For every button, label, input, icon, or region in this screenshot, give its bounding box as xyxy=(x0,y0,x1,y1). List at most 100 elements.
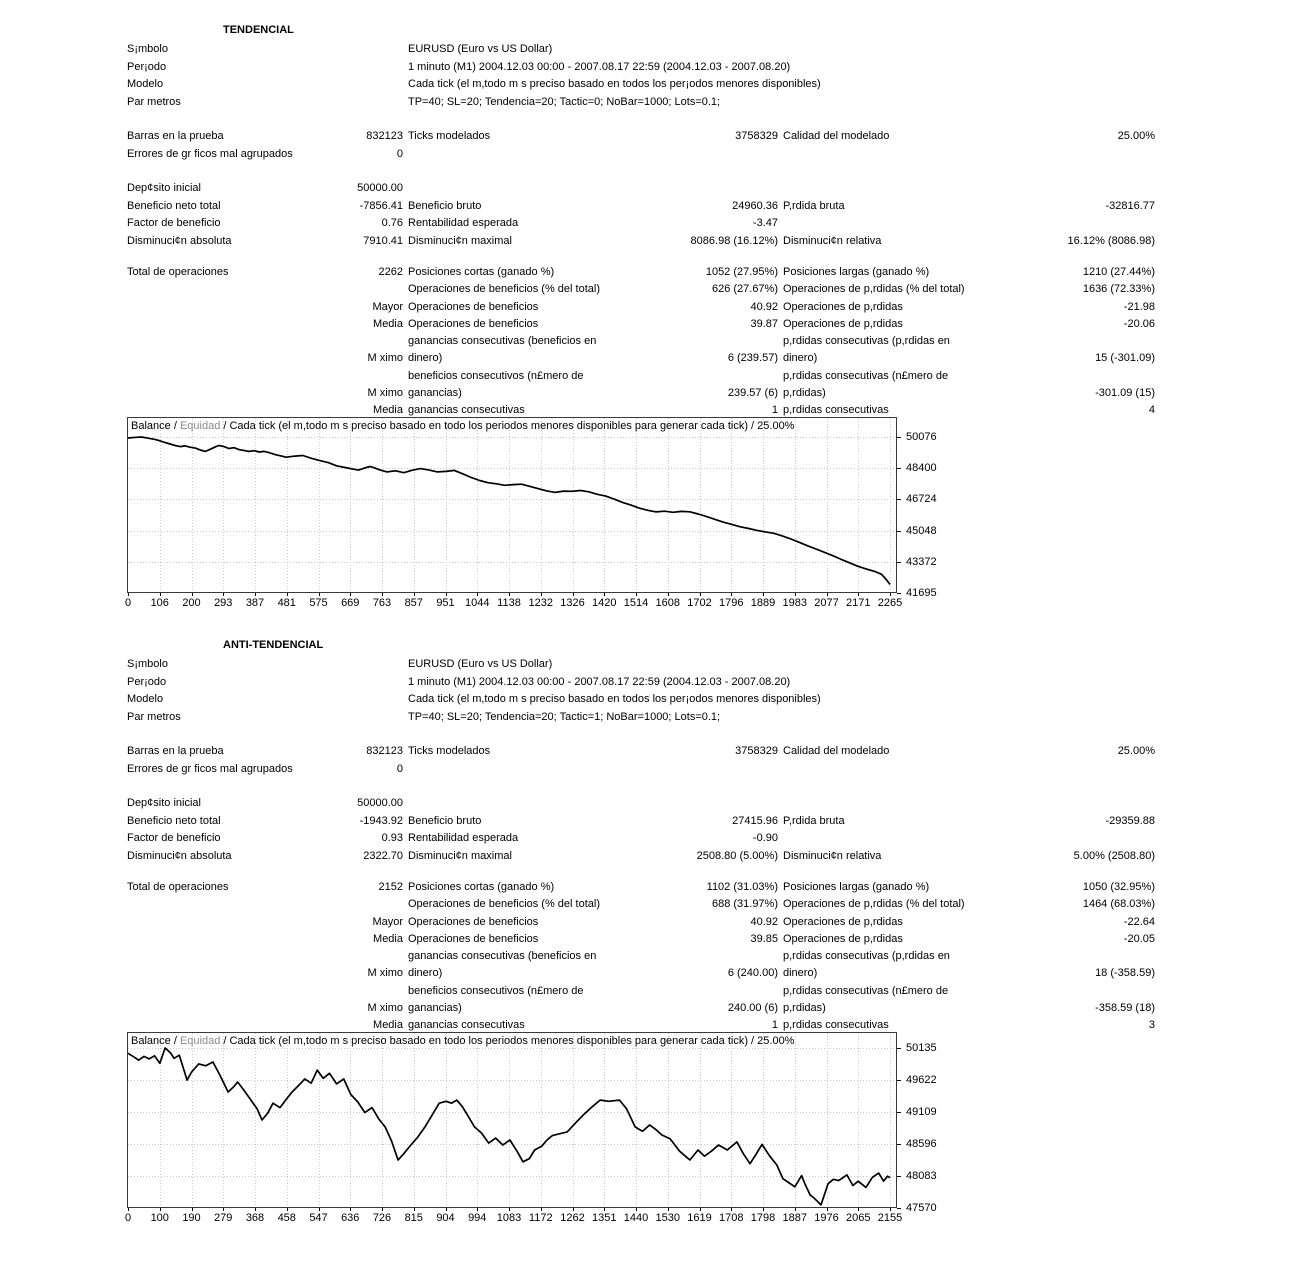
stat-value: -0.90 xyxy=(752,832,778,844)
report-section-tendencial: TENDENCIAL S¡mbolo EURUSD (Euro vs US Doll… xyxy=(0,0,1290,615)
x-axis-label: 1138 xyxy=(497,597,521,609)
info-label: S¡mbolo xyxy=(127,43,168,55)
stat-label: Operaciones de p,rdidas xyxy=(783,300,903,313)
x-axis-label: 726 xyxy=(372,1212,392,1224)
stat-label: p,rdidas consecutivas (p,rdidas en xyxy=(783,950,950,963)
stat-value xyxy=(1005,146,1155,164)
x-axis-label: 279 xyxy=(214,1212,233,1224)
x-axis-label: 1514 xyxy=(623,597,649,609)
y-axis-label: 49622 xyxy=(906,1073,937,1086)
x-axis-label: 2171 xyxy=(846,597,871,609)
stat-value: -3.47 xyxy=(752,217,778,229)
stat-label: Operaciones de p,rdidas (% del total) xyxy=(783,283,965,296)
info-value: Cada tick (el m,todo m s preciso basado … xyxy=(408,78,821,91)
stat-value: Mayor xyxy=(372,300,403,313)
stat-value: -29359.88 xyxy=(1105,814,1155,827)
stat-value: Media xyxy=(373,317,403,330)
stat-value: 1464 (68.03%) xyxy=(1082,898,1155,911)
section-title: TENDENCIAL xyxy=(223,24,294,36)
stat-value: 2152 xyxy=(378,881,403,893)
x-axis-label: 815 xyxy=(404,1212,423,1224)
stat-label xyxy=(127,914,327,931)
x-axis-label: 0 xyxy=(124,597,132,609)
stat-value xyxy=(628,180,778,198)
x-axis-label: 100 xyxy=(150,1212,169,1224)
stat-value: M ximo xyxy=(367,1002,403,1015)
y-axis-label: 48400 xyxy=(906,461,937,474)
stat-label: p,rdidas consecutivas (n£mero de xyxy=(783,369,949,382)
stat-label: Rentabilidad esperada xyxy=(408,832,519,844)
x-axis-label: 763 xyxy=(372,597,392,609)
stat-value: Media xyxy=(373,932,403,945)
chart-legend-balance: Balance xyxy=(131,1035,171,1047)
chart-grid xyxy=(128,1033,901,1211)
stat-value: 5.00% (2508.80) xyxy=(1073,849,1155,862)
stat-label: Disminuci¢n maximal xyxy=(408,849,512,862)
stat-value: 6 (239.57) xyxy=(727,352,778,365)
info-label: Per¡odo xyxy=(127,675,167,688)
x-axis-label: 200 xyxy=(182,597,201,609)
x-axis-label: 2065 xyxy=(846,1212,871,1224)
x-axis-label: 1440 xyxy=(623,1212,649,1224)
stat-label: Operaciones de p,rdidas xyxy=(783,317,903,330)
report-section-anti-tendencial: ANTI-TENDENCIAL S¡mbolo EURUSD (Euro vs US… xyxy=(0,615,1290,1230)
info-label: Modelo xyxy=(127,693,164,706)
stat-label: Operaciones de p,rdidas xyxy=(783,915,903,928)
stat-value: 25.00% xyxy=(1117,130,1155,142)
stat-label: p,rdidas consecutivas (p,rdidas en xyxy=(783,335,950,348)
stat-label xyxy=(778,146,1005,164)
stat-value xyxy=(1005,948,1155,965)
stat-value: 39.87 xyxy=(750,317,778,330)
stat-label xyxy=(127,965,327,982)
stat-value xyxy=(1005,180,1155,198)
stat-label: beneficios consecutivos (n£mero de xyxy=(408,369,584,382)
symbol-period-model-params-table: S¡mbolo EURUSD (Euro vs US Dollar) Per¡odo… xyxy=(127,41,1208,111)
chart-legend: Balance / Equidad / Cada tick (el m,todo… xyxy=(131,420,795,432)
stat-label: Posiciones cortas (ganado %) xyxy=(408,266,555,278)
stat-value: 18 (-358.59) xyxy=(1095,967,1155,980)
stat-value xyxy=(327,948,403,965)
info-value: Cada tick (el m,todo m s preciso basado … xyxy=(408,693,821,706)
stat-label: Posiciones largas (ganado %) xyxy=(783,881,930,893)
stat-label xyxy=(127,368,327,385)
x-axis-label: 1798 xyxy=(750,1212,776,1224)
stat-label: ganancias consecutivas (beneficios en xyxy=(408,335,597,348)
x-axis-label: 1976 xyxy=(814,1212,839,1224)
x-axis-label: 1619 xyxy=(687,1212,712,1224)
chart-border xyxy=(127,417,897,593)
stat-value: -358.59 (18) xyxy=(1095,1002,1155,1015)
stat-value: 40.92 xyxy=(750,300,778,313)
y-axis-label: 50135 xyxy=(906,1041,937,1054)
y-axis-label: 49109 xyxy=(906,1105,937,1118)
chart-canvas xyxy=(127,417,901,596)
stat-value: M ximo xyxy=(367,967,403,980)
x-axis-label: 481 xyxy=(277,597,296,609)
info-value: 1 minuto (M1) 2004.12.03 00:00 - 2007.08… xyxy=(408,675,791,688)
stat-label: dinero) xyxy=(408,967,443,980)
stat-label: Beneficio bruto xyxy=(408,199,482,212)
stat-value: 4 xyxy=(1148,404,1155,417)
stat-value xyxy=(1005,368,1155,385)
stat-value: 25.00% xyxy=(1117,745,1155,757)
stat-label: ganancias) xyxy=(408,387,462,400)
operations-table: Total de operaciones 2152 Posiciones corta… xyxy=(127,879,1155,1035)
y-axis-label: 48083 xyxy=(906,1169,937,1182)
stat-label xyxy=(127,281,327,298)
y-axis-label: 41695 xyxy=(906,586,937,599)
stat-label xyxy=(127,333,327,350)
balance-line xyxy=(127,436,891,586)
chart-legend-equity: Equidad xyxy=(179,1035,221,1047)
stat-value: 3 xyxy=(1148,1019,1155,1032)
stat-label: Calidad del modelado xyxy=(783,745,890,757)
stat-value: 39.85 xyxy=(750,932,778,945)
stat-value xyxy=(628,761,778,779)
stat-value: 27415.96 xyxy=(732,814,778,827)
stat-label: Calidad del modelado xyxy=(783,130,890,142)
stat-label xyxy=(127,1000,327,1017)
chart-grid xyxy=(128,418,901,596)
stat-label: ganancias) xyxy=(408,1002,462,1015)
stat-label: Disminuci¢n relativa xyxy=(783,234,882,247)
profit-summary-table: Dep¢sito inicial 50000.00 Beneficio neto t… xyxy=(127,180,1155,250)
stat-label: Posiciones largas (ganado %) xyxy=(783,266,930,278)
balance-equity-chart: 0 106 200 293 387 481 575 669 763 857 951 1044 1138 1… xyxy=(125,417,1087,622)
